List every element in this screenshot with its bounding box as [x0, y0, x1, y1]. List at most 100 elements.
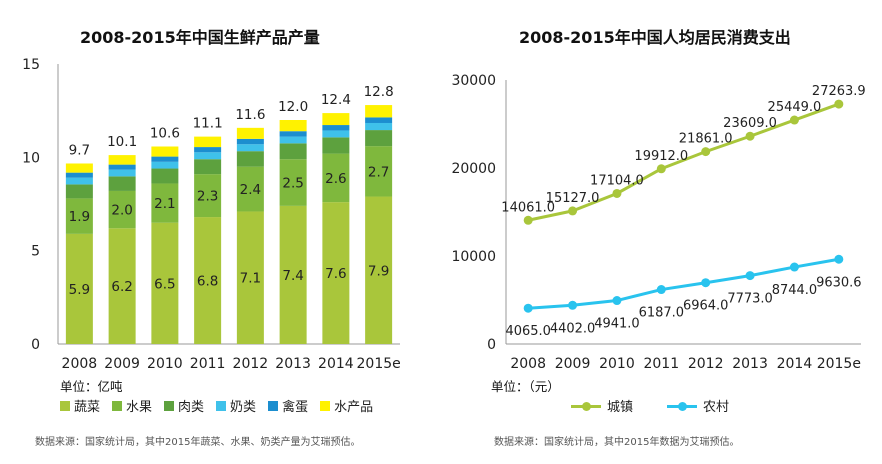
- bar-segment-蔬菜: [151, 222, 179, 344]
- line-point-农村: [523, 303, 533, 313]
- legend-item: 农村: [667, 396, 729, 415]
- bar-segment-水果: [236, 166, 264, 212]
- bar-segment-水果: [322, 153, 350, 203]
- bar-segment-蔬菜: [108, 228, 136, 344]
- legend-swatch: [216, 400, 227, 411]
- line-y-tick-label: 0: [487, 337, 496, 353]
- bar-segment-水果: [151, 183, 179, 223]
- bar-segment-label: 7.4: [282, 268, 303, 284]
- line-data-label: 14061.0: [501, 200, 555, 215]
- bar-segment-水产品: [322, 113, 350, 126]
- bar-segment-水产品: [151, 146, 179, 157]
- line-point-城镇: [789, 115, 799, 125]
- bar-segment-肉类: [365, 130, 393, 147]
- legend-label: 肉类: [178, 400, 205, 415]
- bar-segment-禽蛋: [194, 147, 222, 153]
- bar-segment-label: 2.7: [368, 164, 389, 180]
- legend-label: 城镇: [607, 400, 634, 415]
- bar-x-tick-label: 2012: [233, 356, 269, 372]
- production-unit-label: 单位：亿吨: [60, 379, 123, 394]
- consumption-legend: 城镇 农村: [571, 396, 763, 415]
- bar-y-tick-label: 0: [31, 337, 40, 353]
- bar-segment-label: 2.4: [240, 182, 261, 198]
- legend-item: 水果: [112, 396, 152, 415]
- legend-swatch: [164, 400, 175, 411]
- bar-segment-label: 6.8: [197, 274, 218, 290]
- legend-item: 水产品: [320, 396, 373, 415]
- legend-item: 肉类: [164, 396, 204, 415]
- bar-segment-水产品: [236, 127, 264, 139]
- line-y-tick-label: 30000: [451, 73, 496, 89]
- bar-y-tick-label: 5: [31, 244, 40, 260]
- bar-segment-label: 2.6: [325, 171, 346, 187]
- consumption-source-note: 数据来源：国家统计局，其中2015年数据为艾瑞预估。: [494, 437, 740, 448]
- line-x-tick-label: 2012: [688, 356, 724, 372]
- consumption-unit-label: 单位：（元）: [491, 379, 560, 394]
- legend-label: 水果: [126, 400, 153, 415]
- legend-item: 奶类: [216, 396, 256, 415]
- line-data-label: 4065.0: [505, 324, 551, 339]
- line-data-label: 6964.0: [683, 299, 729, 314]
- legend-label: 农村: [703, 400, 730, 415]
- line-point-城镇: [745, 131, 755, 141]
- bar-x-tick-label: 2010: [147, 356, 183, 372]
- legend-swatch: [60, 400, 70, 411]
- line-data-label: 4941.0: [594, 317, 640, 332]
- line-data-label: 17104.0: [590, 173, 644, 188]
- line-point-城镇: [568, 206, 578, 216]
- bar-segment-肉类: [65, 184, 93, 199]
- legend-label: 禽蛋: [282, 400, 309, 415]
- bar-segment-奶类: [236, 144, 264, 152]
- line-point-城镇: [656, 164, 666, 174]
- bar-segment-禽蛋: [108, 164, 136, 170]
- production-chart-panel: 2008-2015年中国生鲜产品产量 0 5 10 15 5.9 1.9 9.7 2008 6.…: [22, 28, 401, 448]
- bar-segment-水产品: [108, 155, 136, 165]
- production-legend: 蔬菜 水果 肉类 奶类 禽蛋 水产品: [60, 396, 385, 415]
- line-data-label: 6187.0: [639, 306, 685, 321]
- bar-x-tick-label: 2013: [275, 356, 311, 372]
- bar-segment-水果: [65, 198, 93, 234]
- line-y-tick-label: 10000: [451, 249, 496, 265]
- line-x-tick-label: 2011: [643, 356, 679, 372]
- line-point-农村: [789, 262, 799, 272]
- legend-label: 奶类: [230, 400, 257, 415]
- line-data-label: 4402.0: [550, 321, 596, 336]
- line-data-label: 8744.0: [772, 283, 818, 298]
- bar-segment-水果: [279, 159, 307, 206]
- line-point-城镇: [612, 188, 622, 198]
- line-x-tick-label: 2014: [777, 356, 813, 372]
- bar-segment-蔬菜: [365, 196, 393, 344]
- bar-segment-肉类: [108, 176, 136, 191]
- bar-segment-水产品: [65, 163, 93, 173]
- bar-total-label: 10.1: [107, 134, 137, 150]
- line-point-农村: [612, 296, 622, 306]
- bar-total-label: 12.4: [321, 92, 351, 108]
- bar-x-tick-label: 2008: [62, 356, 98, 372]
- production-source-note: 数据来源：国家统计局，其中2015年蔬菜、水果、奶类产量为艾瑞预估。: [35, 437, 361, 448]
- bar-x-tick-label: 2015e: [357, 356, 401, 372]
- bar-segment-label: 2.1: [154, 196, 175, 212]
- bar-total-label: 9.7: [69, 142, 90, 158]
- bar-segment-label: 2.3: [197, 189, 218, 205]
- line-data-label: 7773.0: [727, 292, 773, 307]
- bar-y-tick-label: 10: [22, 150, 40, 166]
- line-x-tick-label: 2008: [510, 356, 546, 372]
- production-chart-title: 2008-2015年中国生鲜产品产量: [80, 28, 320, 47]
- legend-label: 水产品: [334, 400, 374, 415]
- bar-segment-水果: [194, 174, 222, 218]
- bar-segment-肉类: [236, 151, 264, 167]
- line-x-tick-label: 2010: [599, 356, 635, 372]
- consumption-chart-panel: 2008-2015年中国人均居民消费支出 0 10000 20000 30000 200…: [441, 0, 882, 464]
- bar-segment-奶类: [108, 169, 136, 177]
- bar-segment-水产品: [365, 105, 393, 118]
- bar-segment-肉类: [151, 168, 179, 184]
- line-data-label: 19912.0: [634, 149, 688, 164]
- line-point-城镇: [523, 215, 533, 225]
- bar-x-tick-label: 2011: [190, 356, 226, 372]
- bar-segment-奶类: [365, 122, 393, 131]
- line-data-label: 9630.6: [816, 275, 862, 290]
- bar-segment-禽蛋: [151, 156, 179, 162]
- bar-segment-奶类: [65, 177, 93, 185]
- consumption-line-chart: 0 10000 20000 30000 2008 2009 2010 2011 2012 2013…: [451, 73, 865, 372]
- bar-segment-奶类: [322, 130, 350, 138]
